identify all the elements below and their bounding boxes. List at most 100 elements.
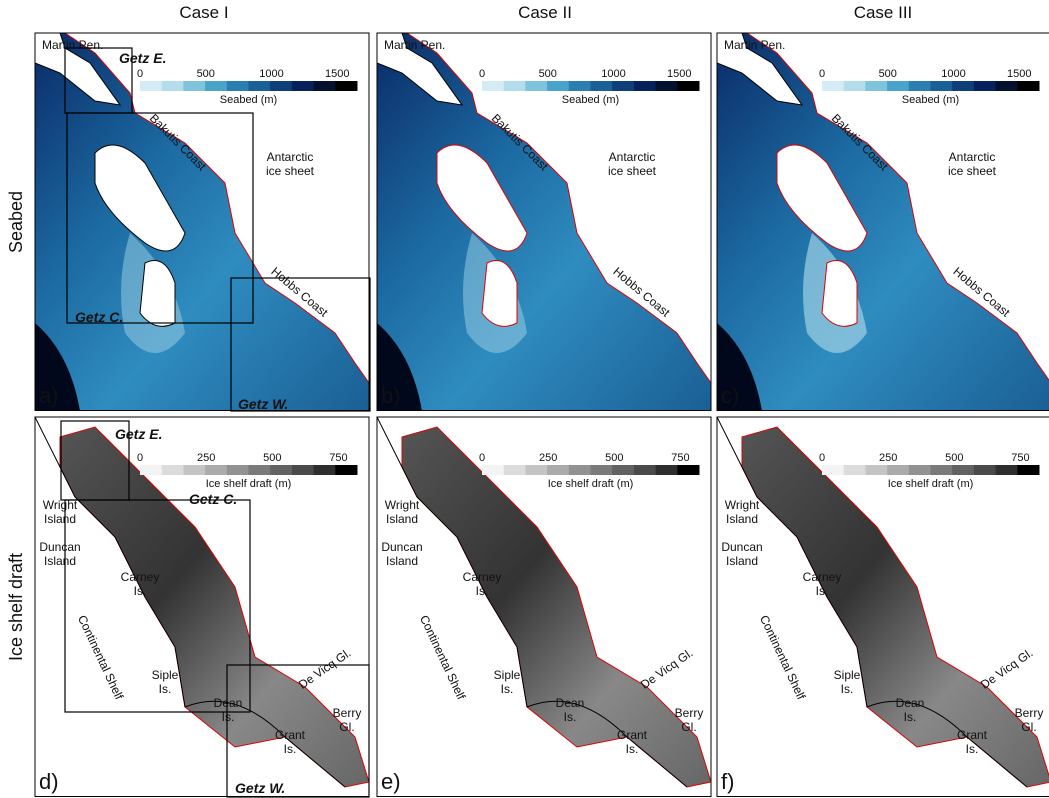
place-name: Martin Pen. bbox=[42, 38, 103, 52]
colorbar-bin bbox=[656, 465, 678, 475]
colorbar-tick: 0 bbox=[137, 452, 143, 464]
colorbar-bin bbox=[314, 465, 336, 475]
place-line: Gl. bbox=[339, 720, 354, 734]
colorbar-bin bbox=[931, 81, 953, 91]
column-title: Case II bbox=[518, 3, 572, 22]
place-name: Antarcticice sheet bbox=[266, 150, 315, 178]
place-line: Is. bbox=[841, 682, 854, 696]
place-line: Dean bbox=[896, 696, 925, 710]
row-title: Ice shelf draft bbox=[6, 553, 26, 661]
colorbar-bin bbox=[525, 465, 547, 475]
row-title: Seabed bbox=[6, 191, 26, 253]
colorbar-bin bbox=[205, 81, 227, 91]
place-line: Martin Pen. bbox=[384, 38, 445, 52]
colorbar-bin bbox=[162, 81, 184, 91]
place-line: Is. bbox=[284, 742, 297, 756]
column-title: Case I bbox=[179, 3, 228, 22]
place-line: Is. bbox=[501, 682, 514, 696]
panel-label: c) bbox=[721, 383, 739, 408]
colorbar-bin bbox=[612, 81, 634, 91]
colorbar-bin bbox=[844, 465, 866, 475]
region-label: Getz E. bbox=[119, 50, 166, 66]
place-line: Antarctic bbox=[609, 150, 656, 164]
place-line: Carney bbox=[121, 570, 160, 584]
colorbar-bin bbox=[292, 81, 314, 91]
place-line: Is. bbox=[159, 682, 172, 696]
map-panel: 050010001500Seabed (m)Martin Pen.Bakutis… bbox=[717, 33, 1049, 411]
place-line: Martin Pen. bbox=[724, 38, 785, 52]
colorbar-bin bbox=[677, 81, 699, 91]
colorbar-tick: 500 bbox=[879, 68, 897, 80]
colorbar-bin bbox=[547, 465, 569, 475]
place-line: Is. bbox=[626, 742, 639, 756]
colorbar-bin bbox=[140, 81, 162, 91]
island bbox=[140, 261, 175, 327]
place-line: Duncan bbox=[721, 540, 762, 554]
colorbar-label: Seabed (m) bbox=[220, 94, 277, 106]
colorbar-label: Ice shelf draft (m) bbox=[888, 478, 974, 490]
colorbar-bin bbox=[569, 81, 591, 91]
place-line: Dean bbox=[214, 696, 243, 710]
place-line: Island bbox=[386, 554, 418, 568]
colorbar-bin bbox=[909, 465, 931, 475]
colorbar-bin bbox=[227, 465, 249, 475]
place-line: Berry bbox=[1015, 706, 1044, 720]
colorbar-label: Ice shelf draft (m) bbox=[206, 478, 292, 490]
colorbar-bin bbox=[634, 81, 656, 91]
place-line: ice sheet bbox=[608, 164, 657, 178]
place-name: WrightIsland bbox=[385, 498, 420, 526]
colorbar-label: Seabed (m) bbox=[902, 94, 959, 106]
place-line: Antarctic bbox=[267, 150, 314, 164]
place-line: Carney bbox=[803, 570, 842, 584]
colorbar-bin bbox=[952, 465, 974, 475]
colorbar-bin bbox=[887, 465, 909, 475]
region-label: Getz C. bbox=[75, 309, 123, 325]
region-label: Getz W. bbox=[235, 780, 285, 796]
colorbar-tick: 750 bbox=[671, 452, 689, 464]
place-line: Gl. bbox=[681, 720, 696, 734]
region-label: Getz W. bbox=[238, 396, 288, 412]
colorbar-bin bbox=[314, 81, 336, 91]
colorbar-tick: 250 bbox=[879, 452, 897, 464]
colorbar-tick: 500 bbox=[263, 452, 281, 464]
colorbar-tick: 0 bbox=[479, 452, 485, 464]
colorbar-tick: 500 bbox=[605, 452, 623, 464]
place-line: Is. bbox=[476, 584, 489, 598]
colorbar-bin bbox=[183, 81, 205, 91]
colorbar-bin bbox=[249, 81, 271, 91]
colorbar-bin bbox=[249, 465, 271, 475]
colorbar-label: Ice shelf draft (m) bbox=[548, 478, 634, 490]
place-line: Is. bbox=[564, 710, 577, 724]
colorbar-tick: 1500 bbox=[667, 68, 691, 80]
place-name: Antarcticice sheet bbox=[948, 150, 997, 178]
place-line: Duncan bbox=[381, 540, 422, 554]
panel-label: b) bbox=[381, 383, 401, 408]
place-line: Berry bbox=[675, 706, 704, 720]
place-name: Martin Pen. bbox=[384, 38, 445, 52]
place-line: Martin Pen. bbox=[42, 38, 103, 52]
place-line: Duncan bbox=[39, 540, 80, 554]
place-line: Island bbox=[726, 512, 758, 526]
colorbar-bin bbox=[270, 465, 292, 475]
place-line: Grant bbox=[275, 728, 306, 742]
colorbar-tick: 750 bbox=[1011, 452, 1029, 464]
colorbar-tick: 250 bbox=[197, 452, 215, 464]
colorbar-tick: 1000 bbox=[601, 68, 625, 80]
island bbox=[822, 261, 857, 327]
place-line: ice sheet bbox=[266, 164, 315, 178]
colorbar-bin bbox=[677, 465, 699, 475]
colorbar-bin bbox=[335, 465, 357, 475]
panel-label: d) bbox=[39, 769, 59, 794]
colorbar-bin bbox=[482, 465, 504, 475]
colorbar-bin bbox=[865, 81, 887, 91]
colorbar-bin bbox=[547, 81, 569, 91]
colorbar-bin bbox=[952, 81, 974, 91]
colorbar-bin bbox=[227, 81, 249, 91]
colorbar-bin bbox=[335, 81, 357, 91]
colorbar-tick: 500 bbox=[945, 452, 963, 464]
colorbar-tick: 500 bbox=[197, 68, 215, 80]
